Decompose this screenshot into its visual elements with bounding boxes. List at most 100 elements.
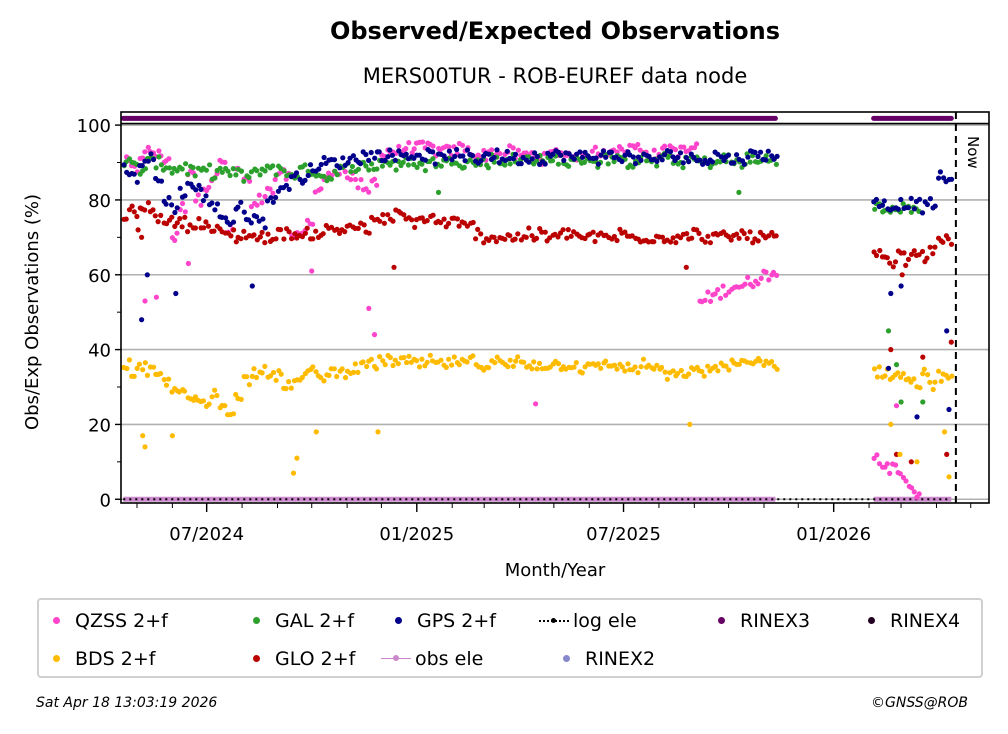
point-glo bbox=[313, 228, 319, 234]
point-glo bbox=[473, 236, 479, 242]
point-gal bbox=[581, 159, 588, 165]
outlier-gps bbox=[946, 406, 952, 413]
point-glo bbox=[302, 230, 308, 236]
point-gps bbox=[619, 158, 625, 165]
point-gal bbox=[747, 159, 753, 165]
point-gps bbox=[936, 175, 942, 181]
point-gps bbox=[262, 225, 268, 231]
point-gal bbox=[605, 161, 611, 167]
point-gps bbox=[396, 148, 402, 154]
outlier-gps bbox=[249, 283, 255, 289]
point-bds bbox=[619, 364, 625, 370]
point-bds bbox=[761, 362, 767, 368]
legend-line-icon bbox=[539, 615, 569, 627]
point-glo bbox=[187, 222, 193, 228]
availability-bands bbox=[120, 115, 954, 502]
point-glo bbox=[542, 229, 548, 235]
point-gps bbox=[949, 176, 955, 182]
point-bds bbox=[632, 364, 638, 370]
point-gps bbox=[478, 158, 484, 164]
point-glo bbox=[361, 222, 367, 228]
point-gps bbox=[350, 153, 356, 159]
point-gal bbox=[321, 173, 327, 179]
point-glo bbox=[911, 248, 917, 254]
point-bds bbox=[486, 365, 492, 371]
point-gps bbox=[577, 149, 583, 155]
point-qzss bbox=[742, 281, 748, 287]
point-gal bbox=[549, 158, 556, 164]
outlier-bds bbox=[375, 429, 381, 435]
point-gps bbox=[675, 154, 681, 161]
point-qzss bbox=[911, 489, 917, 495]
outlier-glo bbox=[683, 264, 689, 270]
legend-item-qzss-2-f: QZSS 2+f bbox=[49, 610, 168, 632]
point-gps bbox=[462, 158, 468, 164]
point-gps bbox=[268, 195, 274, 201]
outlier-bds bbox=[888, 421, 894, 427]
point-gps bbox=[718, 154, 724, 160]
point-gal bbox=[190, 165, 196, 171]
point-qzss bbox=[262, 193, 268, 200]
point-qzss bbox=[358, 177, 364, 183]
point-qzss bbox=[592, 144, 599, 150]
point-gps bbox=[307, 162, 314, 168]
point-gps bbox=[677, 150, 684, 156]
legend-dot-icon bbox=[249, 653, 271, 665]
point-glo bbox=[174, 220, 180, 226]
point-glo bbox=[150, 207, 156, 213]
point-qzss bbox=[510, 145, 516, 151]
point-gps bbox=[542, 161, 548, 167]
point-qzss bbox=[411, 146, 417, 152]
point-gps bbox=[911, 206, 918, 212]
point-bds bbox=[377, 354, 383, 360]
point-bds bbox=[419, 356, 425, 362]
legend-item-log-ele: log ele bbox=[539, 610, 637, 632]
point-qzss bbox=[702, 297, 708, 303]
point-gal bbox=[387, 162, 393, 168]
legend-line-icon bbox=[381, 653, 411, 665]
outlier-qzss bbox=[309, 268, 315, 274]
point-glo bbox=[707, 240, 714, 246]
outlier-glo bbox=[908, 459, 914, 465]
point-glo bbox=[470, 219, 476, 226]
point-glo bbox=[430, 212, 436, 218]
point-gps bbox=[209, 200, 215, 206]
point-gps bbox=[403, 151, 409, 157]
point-bds bbox=[342, 375, 349, 381]
point-gal bbox=[230, 166, 236, 172]
point-gps bbox=[454, 146, 460, 153]
y-tick-label: 100 bbox=[77, 116, 111, 137]
point-glo bbox=[565, 227, 571, 233]
point-gps bbox=[464, 147, 470, 153]
point-bds bbox=[579, 370, 585, 376]
point-qzss bbox=[172, 237, 178, 243]
point-gps bbox=[654, 158, 660, 164]
point-gps bbox=[273, 194, 279, 201]
point-glo bbox=[201, 225, 207, 231]
point-gal bbox=[566, 163, 572, 169]
point-gps bbox=[879, 202, 886, 208]
legend-label: obs ele bbox=[415, 648, 484, 670]
point-gps bbox=[927, 196, 934, 202]
point-glo bbox=[948, 241, 955, 247]
outlier-bds bbox=[897, 451, 903, 457]
point-bds bbox=[515, 354, 521, 360]
outlier-gal bbox=[898, 399, 904, 405]
point-bds bbox=[757, 358, 763, 364]
point-glo bbox=[932, 244, 938, 250]
point-qzss bbox=[193, 198, 199, 204]
point-glo bbox=[241, 228, 247, 234]
point-gps bbox=[579, 154, 586, 160]
point-gps bbox=[774, 153, 780, 159]
point-glo bbox=[884, 255, 890, 261]
outlier-gal bbox=[736, 189, 742, 195]
point-glo bbox=[673, 240, 679, 246]
point-gal bbox=[248, 169, 254, 175]
point-gal bbox=[872, 206, 878, 212]
point-gal bbox=[680, 165, 686, 171]
point-gps bbox=[638, 157, 644, 163]
point-gps bbox=[166, 194, 172, 201]
point-glo bbox=[251, 232, 257, 238]
point-gps bbox=[163, 201, 169, 207]
point-gal bbox=[349, 163, 355, 170]
